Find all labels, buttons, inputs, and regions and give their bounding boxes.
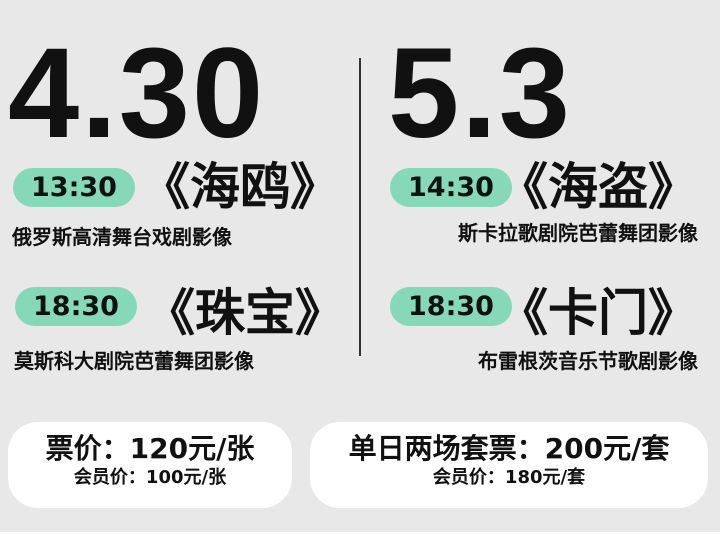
show-title: 《海盗》 — [498, 158, 698, 216]
time-badge: 14:30 — [390, 168, 512, 207]
ticket-price: 票价：120元/张 — [45, 432, 255, 465]
time-badge: 18:30 — [390, 287, 512, 326]
show-subtitle: 斯卡拉歌剧院芭蕾舞团影像 — [458, 221, 698, 245]
divider — [359, 58, 361, 356]
time-badge: 13:30 — [13, 168, 135, 207]
show-subtitle: 俄罗斯高清舞台戏剧影像 — [12, 225, 232, 249]
single-ticket-card: 票价：120元/张 会员价：100元/张 — [8, 422, 292, 508]
show-title: 《珠宝》 — [145, 284, 345, 342]
member-price: 会员价：180元/套 — [432, 467, 586, 488]
member-price: 会员价：100元/张 — [73, 467, 227, 488]
time-badge: 18:30 — [15, 287, 137, 326]
show-subtitle: 布雷根茨音乐节歌剧影像 — [478, 349, 698, 373]
combo-price: 单日两场套票：200元/套 — [348, 432, 670, 465]
show-title: 《海鸥》 — [140, 158, 340, 216]
bottom-strip — [0, 532, 720, 535]
show-title: 《卡门》 — [498, 284, 698, 342]
combo-ticket-card: 单日两场套票：200元/套 会员价：180元/套 — [310, 422, 708, 508]
date-right: 5.3 — [388, 22, 572, 165]
show-subtitle: 莫斯科大剧院芭蕾舞团影像 — [14, 349, 254, 373]
date-left: 4.30 — [8, 22, 266, 165]
